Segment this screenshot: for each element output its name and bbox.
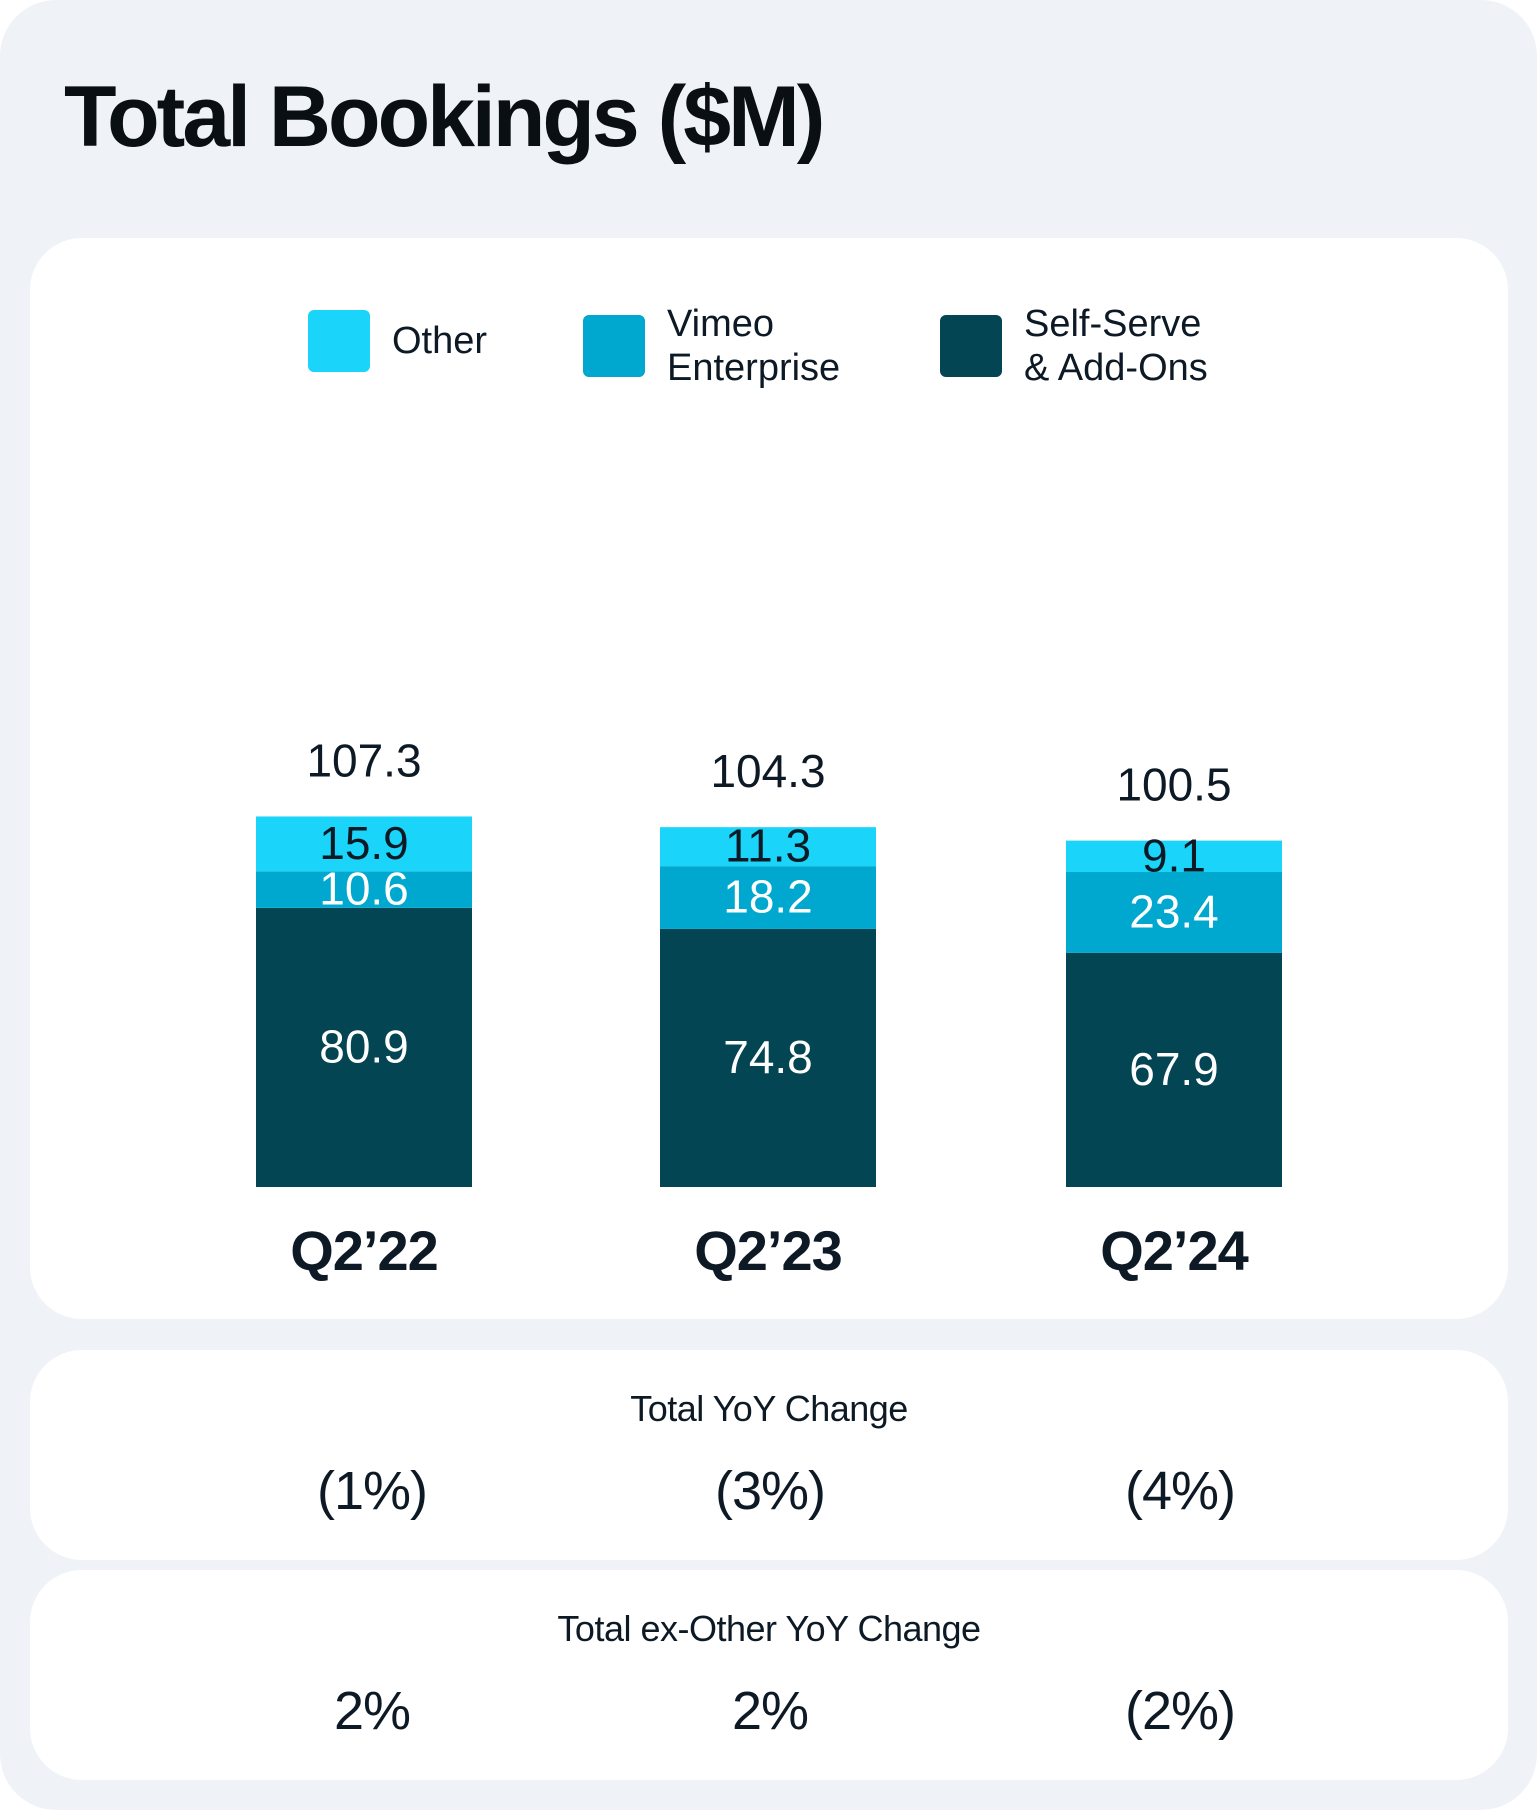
legend-swatch-other	[308, 310, 370, 372]
data-label-self-serve-q2-23: 74.8	[723, 1031, 813, 1083]
total-label-q2-22: 107.3	[306, 734, 421, 786]
bar-other-q2-23	[660, 827, 876, 867]
yoy-change-title: Total YoY Change	[630, 1388, 908, 1429]
data-label-enterprise-q2-23: 18.2	[723, 871, 813, 923]
bar-enterprise-q2-24	[1066, 872, 1282, 953]
total-label-q2-23: 104.3	[710, 745, 825, 797]
bar-other-q2-22	[256, 816, 472, 872]
ex-other-yoy-title: Total ex-Other YoY Change	[557, 1608, 981, 1649]
bar-other-q2-24	[1066, 840, 1282, 873]
x-tick-label-q2-22: Q2’22	[290, 1219, 438, 1282]
yoy-change-card: Total YoY Change (1%) (3%) (4%)	[30, 1350, 1508, 1560]
legend-item-enterprise: Vimeo Enterprise	[583, 302, 840, 390]
chart-card: Other Vimeo Enterprise Self-Serve & Add-…	[30, 238, 1508, 1319]
ex-other-yoy-card: Total ex-Other YoY Change 2% 2% (2%)	[30, 1570, 1508, 1780]
data-label-other-q2-22: 15.9	[319, 817, 409, 869]
bar-enterprise-q2-23	[660, 866, 876, 929]
legend-label-other: Other	[392, 320, 488, 362]
yoy-value-q2-23: (3%)	[714, 1461, 826, 1521]
data-label-other-q2-23: 11.3	[725, 820, 811, 872]
legend-item-other: Other	[308, 310, 487, 372]
bar-self-serve-q2-23	[660, 928, 876, 1187]
total-label-q2-24: 100.5	[1116, 759, 1231, 811]
page-title: Total Bookings ($M)	[64, 69, 825, 165]
legend-swatch-self-serve	[940, 315, 1002, 377]
data-label-enterprise-q2-24: 23.4	[1129, 885, 1219, 937]
stacked-bar-chart: 80.910.615.9107.3Q2’2274.818.211.3104.3Q…	[256, 734, 1282, 1282]
legend-label-self-serve: Self-Serve & Add-Ons	[1024, 303, 1208, 389]
ex-other-value-q2-22: 2%	[333, 1681, 411, 1741]
x-tick-label-q2-24: Q2’24	[1100, 1219, 1248, 1282]
legend-label-enterprise: Vimeo Enterprise	[667, 303, 841, 389]
legend-swatch-enterprise	[583, 315, 645, 377]
ex-other-value-q2-23: 2%	[731, 1681, 809, 1741]
legend-item-self-serve: Self-Serve & Add-Ons	[940, 302, 1208, 390]
yoy-value-q2-24: (4%)	[1124, 1461, 1236, 1521]
bar-self-serve-q2-24	[1066, 952, 1282, 1187]
data-label-self-serve-q2-24: 67.9	[1129, 1043, 1219, 1095]
data-label-self-serve-q2-22: 80.9	[319, 1020, 409, 1072]
data-label-other-q2-24: 9.1	[1142, 829, 1206, 881]
ex-other-value-q2-24: (2%)	[1124, 1681, 1236, 1741]
yoy-value-q2-22: (1%)	[316, 1461, 428, 1521]
bar-self-serve-q2-22	[256, 907, 472, 1187]
bar-enterprise-q2-22	[256, 871, 472, 908]
x-tick-label-q2-23: Q2’23	[694, 1219, 842, 1282]
